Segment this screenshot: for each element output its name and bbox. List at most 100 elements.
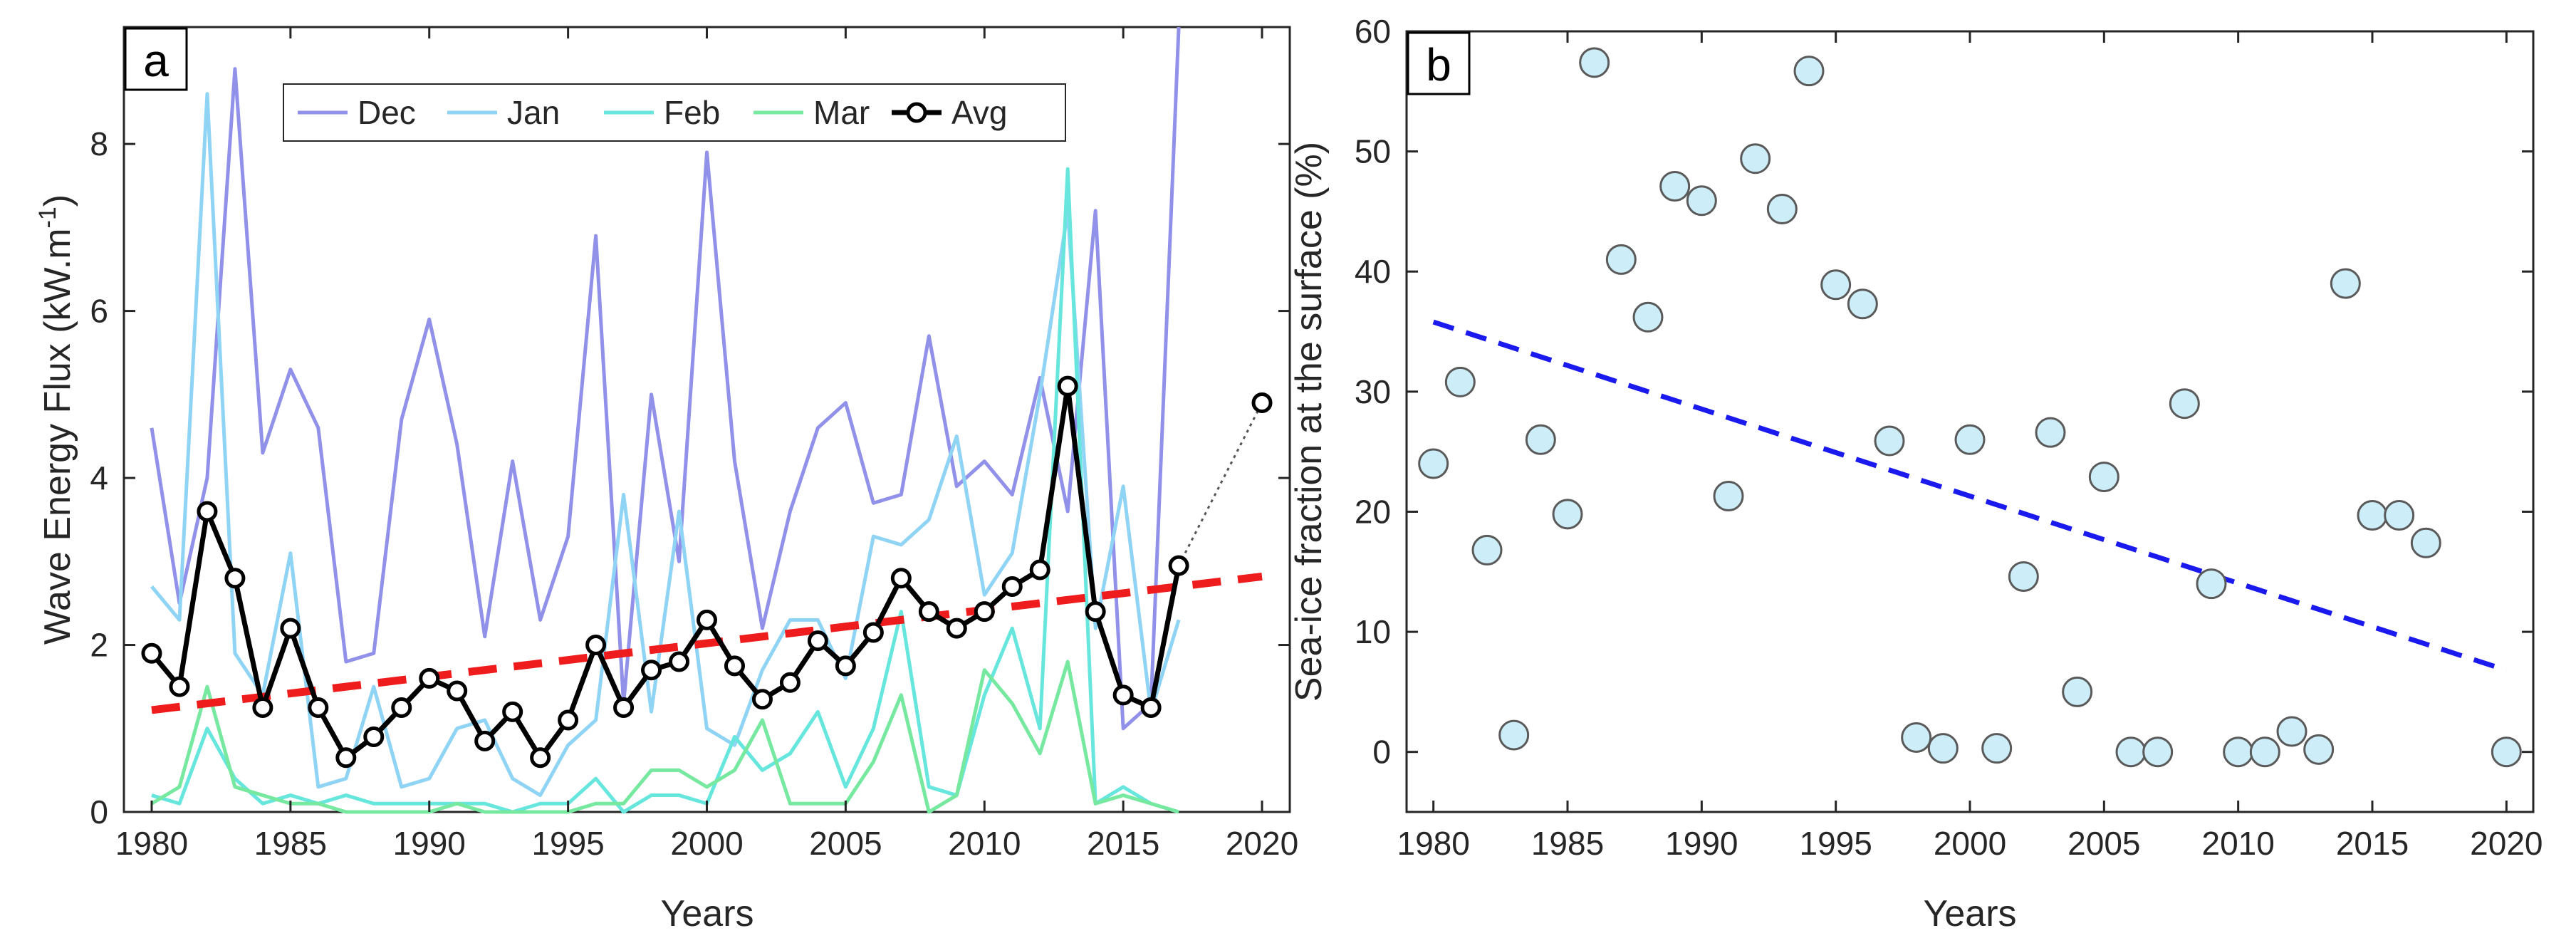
avg-marker — [419, 667, 440, 689]
x-tick-label: 1985 — [254, 825, 327, 862]
avg-marker — [252, 697, 273, 718]
series-line-jan — [150, 92, 1181, 798]
legend-marker-avg — [906, 102, 927, 123]
scatter-point — [2357, 500, 2388, 531]
x-tick-label: 2005 — [2067, 825, 2140, 862]
scatter-point — [2410, 527, 2441, 558]
scatter-point — [2330, 268, 2361, 299]
x-tick-label: 2020 — [2470, 825, 2543, 862]
scatter-point — [2276, 716, 2308, 747]
scatter-point — [1605, 244, 1637, 275]
panel-a-y-axis-label-main: Wave Energy Flux (kW.m — [37, 228, 78, 645]
scatter-point — [1498, 719, 1530, 751]
avg-marker — [1029, 559, 1050, 580]
panel-a-series-group — [150, 26, 1181, 814]
panel-a-letter-box — [124, 27, 188, 91]
scatter-point — [2491, 736, 2522, 768]
y-tick-label: 10 — [1355, 613, 1391, 650]
scatter-point — [1552, 499, 1583, 530]
scatter-point — [1766, 194, 1798, 225]
scatter-point — [2223, 736, 2254, 768]
panel-a-trend-line — [151, 572, 1263, 714]
panel-b-letter: b — [1426, 39, 1451, 90]
avg-marker — [1085, 601, 1106, 623]
scatter-point — [2088, 462, 2119, 493]
avg-marker — [835, 655, 856, 677]
avg-marker — [1168, 555, 1189, 576]
panel-b-plot-area — [1405, 30, 2535, 813]
legend-label-feb: Feb — [664, 94, 720, 131]
scatter-point — [2384, 500, 2415, 531]
series-line-mar — [150, 660, 1179, 814]
avg-marker — [641, 660, 662, 681]
avg-marker — [502, 701, 523, 722]
x-tick-label: 2015 — [1087, 825, 1159, 862]
avg-marker — [724, 655, 745, 677]
scatter-point — [1847, 288, 1878, 320]
avg-marker — [169, 676, 190, 697]
avg-marker — [862, 622, 884, 643]
scatter-point — [1659, 171, 1691, 202]
scatter-point — [2303, 734, 2335, 765]
scatter-point — [2142, 736, 2174, 768]
y-tick-label: 2 — [90, 627, 108, 664]
panel-b-x-axis-label: Years — [1923, 893, 2016, 934]
avg-marker — [585, 635, 607, 656]
panel-b-letter-box — [1407, 31, 1471, 95]
scatter-point — [2196, 568, 2227, 600]
y-tick-label: 0 — [90, 793, 108, 830]
panel-a-average-group — [141, 375, 1273, 769]
panel-a-y-ticks: 0 2 4 6 8 — [90, 125, 1290, 830]
avg-marker — [946, 618, 967, 639]
scatter-point — [1444, 366, 1476, 397]
scatter-point — [2115, 736, 2147, 768]
x-tick-label: 2000 — [1934, 825, 2006, 862]
y-tick-label: 20 — [1355, 493, 1391, 530]
legend-label-jan: Jan — [507, 94, 560, 131]
avg-marker — [530, 747, 551, 769]
avg-marker — [363, 726, 385, 747]
scatter-point — [1471, 534, 1503, 566]
avg-marker — [807, 630, 828, 652]
scatter-point — [2249, 736, 2280, 768]
avg-marker — [447, 680, 468, 702]
x-tick-label: 2020 — [1226, 825, 1298, 862]
y-tick-label: 60 — [1355, 13, 1391, 50]
avg-marker — [751, 689, 773, 710]
avg-marker — [974, 601, 995, 623]
scatter-point — [1793, 56, 1825, 87]
avg-marker — [280, 618, 301, 639]
legend-label-dec: Dec — [358, 94, 416, 131]
avg-marker — [697, 609, 717, 630]
x-tick-label: 1995 — [1799, 825, 1872, 862]
scatter-point — [1981, 733, 2013, 764]
scatter-point — [1874, 425, 1905, 457]
x-tick-label: 1985 — [1531, 825, 1604, 862]
scatter-point — [2062, 676, 2093, 707]
series-line-feb — [151, 167, 1179, 814]
panel-b-trend-group — [1432, 319, 2508, 673]
y-tick-label: 0 — [1372, 734, 1391, 771]
scatter-point — [1579, 47, 1610, 78]
avg-marker — [669, 651, 690, 672]
scatter-point — [2008, 561, 2039, 593]
y-tick-label: 6 — [90, 293, 108, 330]
panel-b-trend-line — [1432, 319, 2508, 673]
panel-b-points-group — [1418, 47, 2522, 768]
avg-marker — [890, 568, 912, 589]
avg-marker — [779, 672, 801, 693]
scatter-point — [1632, 301, 1664, 333]
avg-marker — [613, 697, 635, 718]
panel-b-x-ticks: 1980 1985 1990 1995 2000 2005 2010 2015 2020 — [1397, 31, 2543, 862]
scatter-point — [1954, 424, 1986, 455]
avg-marker — [1140, 697, 1162, 718]
x-tick-label: 2015 — [2336, 825, 2409, 862]
panel-a-projection-line — [1177, 402, 1263, 566]
y-tick-label: 30 — [1355, 373, 1391, 410]
y-tick-label: 40 — [1355, 253, 1391, 290]
legend-label-mar: Mar — [813, 94, 870, 131]
series-line-dec — [150, 26, 1181, 731]
y-tick-label: 4 — [90, 459, 108, 496]
scatter-point — [1713, 481, 1744, 512]
